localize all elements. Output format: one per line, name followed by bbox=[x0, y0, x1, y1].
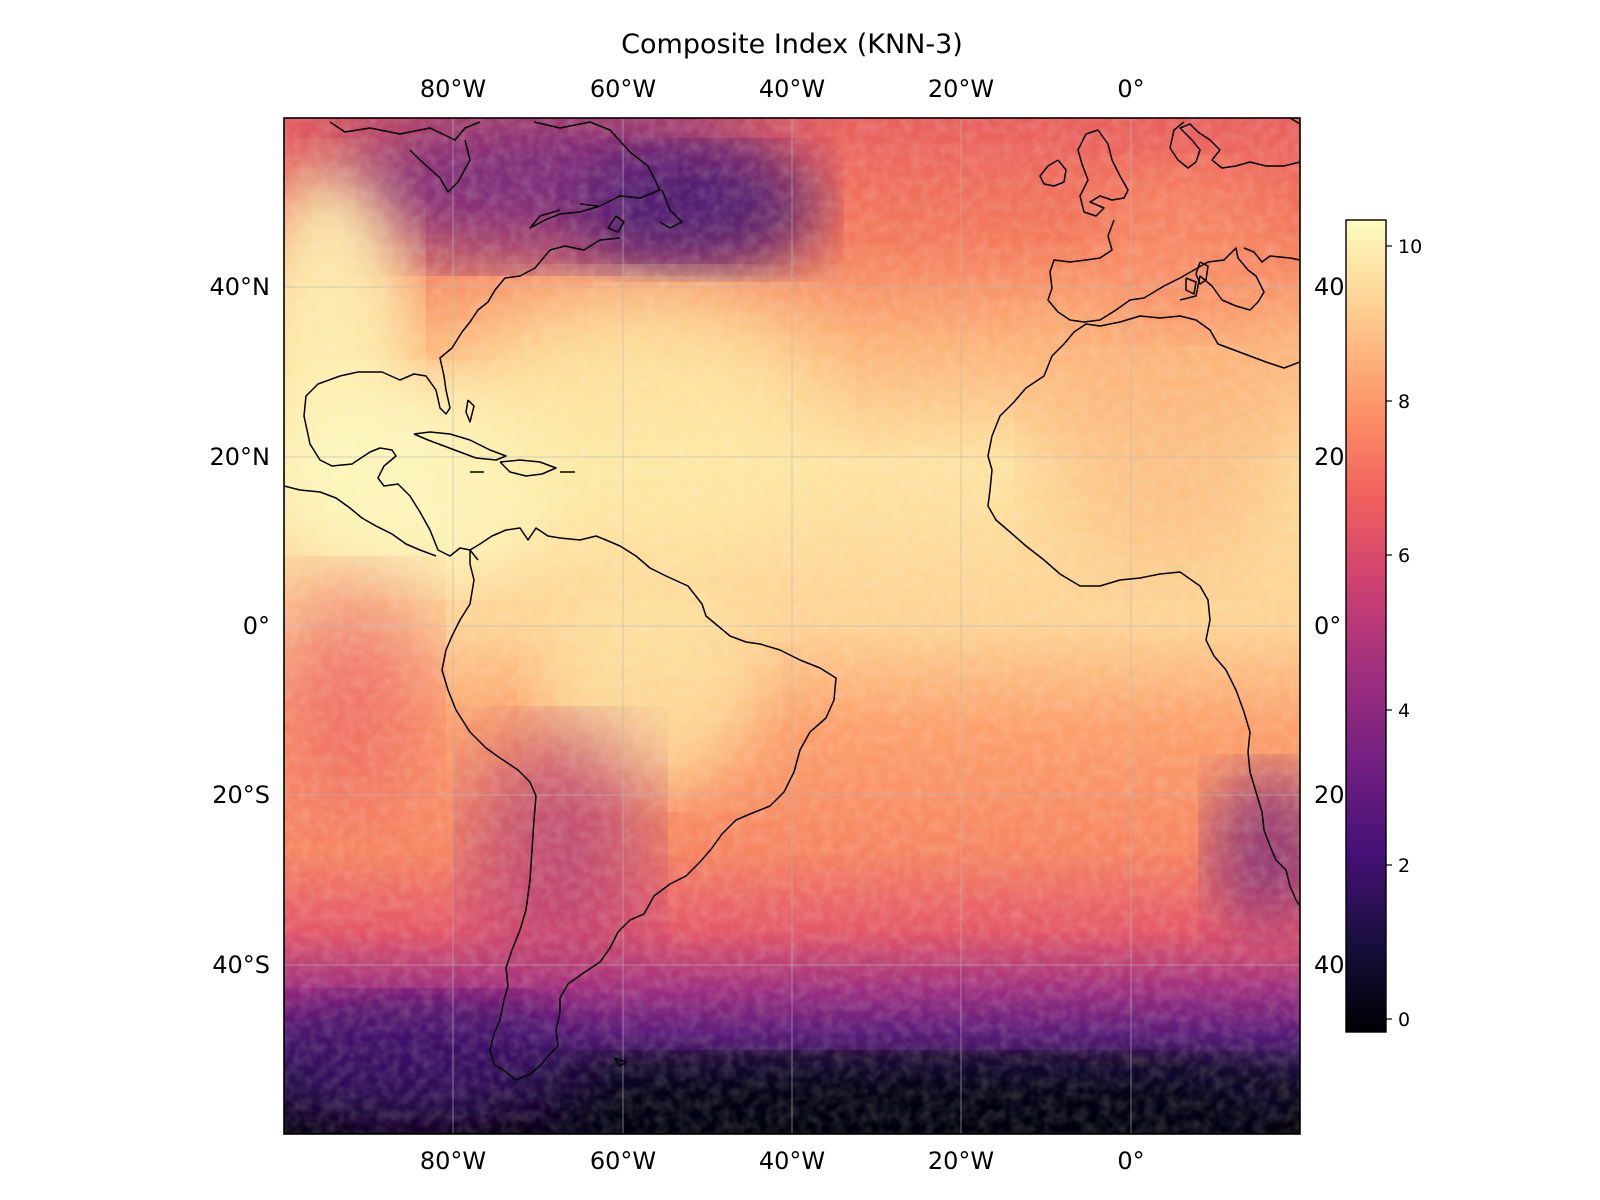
coastlines bbox=[284, 118, 1300, 1081]
lat-label-right: 40 bbox=[1314, 273, 1345, 301]
lon-label-bottom: 60°W bbox=[590, 1147, 656, 1175]
map-frame bbox=[283, 117, 1301, 1135]
lon-label-bottom: 0° bbox=[1117, 1147, 1144, 1175]
colorbar: 10 8 6 4 2 0 bbox=[1345, 219, 1422, 1033]
lon-label-top: 40°W bbox=[759, 75, 825, 103]
lon-label-top: 80°W bbox=[420, 75, 486, 103]
gridlines bbox=[284, 118, 1300, 1134]
map-plot-area bbox=[284, 118, 1300, 1134]
lat-label-left: 40°N bbox=[210, 273, 271, 301]
colorbar-tick-label: 0 bbox=[1398, 1009, 1410, 1031]
lat-label-right: 0° bbox=[1314, 612, 1341, 640]
coastline-africa bbox=[987, 315, 1300, 907]
lat-label-right: 20 bbox=[1314, 443, 1345, 471]
lat-label-left: 20°S bbox=[212, 781, 270, 809]
coastline-north-america bbox=[284, 121, 683, 561]
colorbar-ticks bbox=[1386, 245, 1392, 1020]
latitude-labels-right: 40 20 0° 20 40 bbox=[1314, 273, 1345, 979]
lon-label-top: 60°W bbox=[590, 75, 656, 103]
lat-label-left: 0° bbox=[243, 612, 270, 640]
longitude-labels-top: 80°W 60°W 40°W 20°W 0° bbox=[420, 75, 1145, 103]
colorbar-tick-label: 8 bbox=[1398, 391, 1410, 413]
coastline-islands bbox=[413, 203, 1209, 1067]
lon-label-bottom: 20°W bbox=[928, 1147, 994, 1175]
latitude-labels-left: 40°N 20°N 0° 20°S 40°S bbox=[210, 273, 271, 979]
lat-label-left: 20°N bbox=[210, 443, 271, 471]
lat-label-left: 40°S bbox=[212, 951, 270, 979]
lat-label-right: 40 bbox=[1314, 951, 1345, 979]
coastline-europe bbox=[1039, 118, 1300, 323]
longitude-labels-bottom: 80°W 60°W 40°W 20°W 0° bbox=[420, 1147, 1145, 1175]
colorbar-tick-label: 4 bbox=[1398, 700, 1410, 722]
lon-label-top: 20°W bbox=[928, 75, 994, 103]
colorbar-tick-label: 10 bbox=[1398, 236, 1422, 258]
lat-label-right: 20 bbox=[1314, 781, 1345, 809]
coastline-south-america bbox=[441, 527, 837, 1081]
colorbar-tick-label: 2 bbox=[1398, 855, 1410, 877]
colorbar-gradient bbox=[1345, 219, 1387, 1033]
lon-label-bottom: 40°W bbox=[759, 1147, 825, 1175]
colorbar-tick-label: 6 bbox=[1398, 545, 1410, 567]
lon-label-bottom: 80°W bbox=[420, 1147, 486, 1175]
map-title: Composite Index (KNN-3) bbox=[621, 29, 963, 60]
lon-label-top: 0° bbox=[1117, 75, 1144, 103]
